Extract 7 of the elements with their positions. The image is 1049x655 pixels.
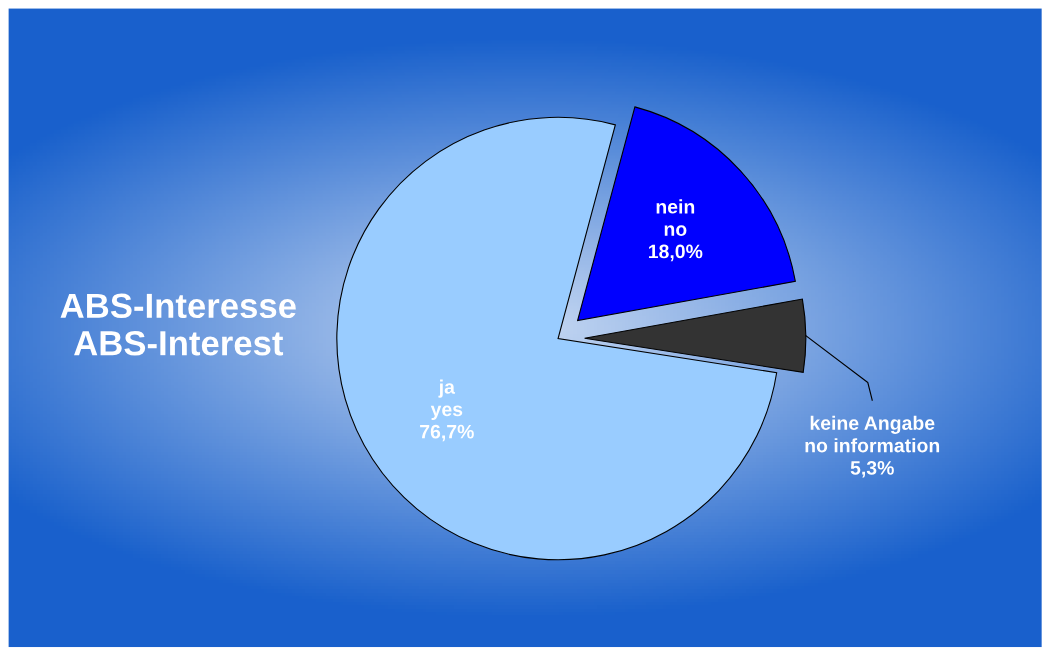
slice-label: keine Angabe no information — [805, 415, 940, 453]
data-label: 18,0% — [648, 244, 703, 262]
slice-label: ja yes — [430, 379, 463, 421]
slice-label: nein no — [656, 199, 695, 236]
data-label: 5,3% — [850, 461, 894, 478]
text: ABS-Interesse ABS-Interest — [60, 293, 296, 356]
data-label: 76,7% — [420, 424, 474, 442]
